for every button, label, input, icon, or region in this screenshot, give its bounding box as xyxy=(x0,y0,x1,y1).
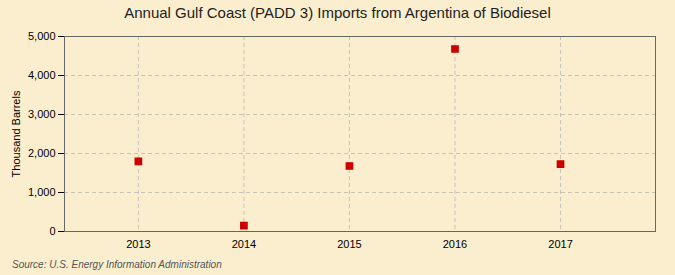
html-text:Annual Gulf Coast (PADD 3) Imp: Annual Gulf Coast (PADD 3) Imports from … xyxy=(124,4,551,21)
svg-text:2015: 2015 xyxy=(337,238,361,250)
svg-text:3,000: 3,000 xyxy=(28,108,56,120)
svg-text:4,000: 4,000 xyxy=(28,69,56,81)
svg-text:Thousand Barrels: Thousand Barrels xyxy=(10,90,22,177)
svg-text:1,000: 1,000 xyxy=(28,186,56,198)
svg-text:2,000: 2,000 xyxy=(28,147,56,159)
svg-text:2016: 2016 xyxy=(443,238,467,250)
svg-text:2013: 2013 xyxy=(126,238,150,250)
svg-text:5,000: 5,000 xyxy=(28,30,56,42)
html-text:Source: U.S. Energy Informatio: Source: U.S. Energy Information Administ… xyxy=(12,259,222,270)
svg-text:2017: 2017 xyxy=(548,238,572,250)
svg-text:2014: 2014 xyxy=(232,238,256,250)
svg-text:0: 0 xyxy=(49,225,55,237)
